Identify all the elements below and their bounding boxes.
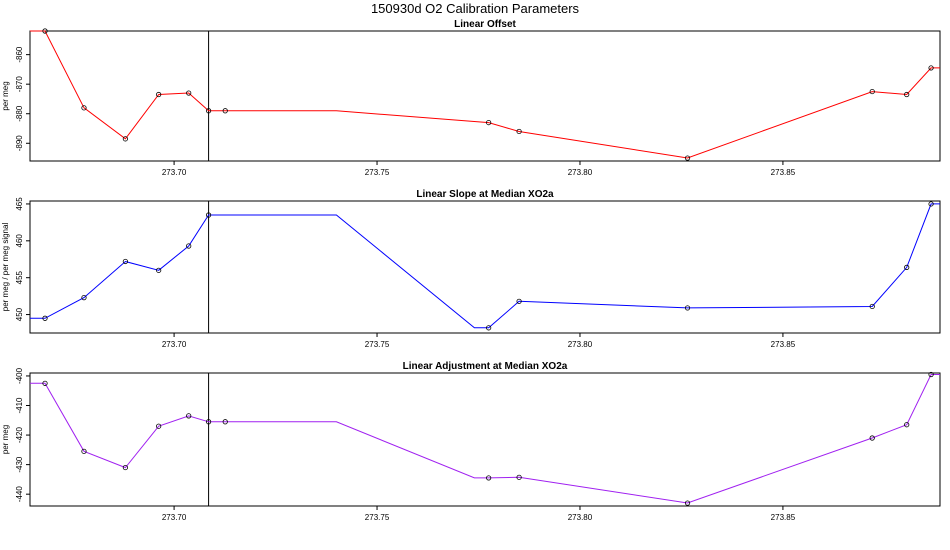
- plot-frame: [29, 200, 941, 334]
- chart-title: Linear Adjustment at Median XO2a: [403, 361, 568, 372]
- x-tick-label: 273.70: [162, 340, 187, 349]
- x-tick-label: 273.80: [568, 168, 593, 177]
- data-point: [869, 88, 875, 95]
- y-axis-label: per meg: [1, 425, 10, 454]
- data-point: [684, 305, 691, 311]
- data-point: [156, 423, 162, 429]
- data-point: [486, 325, 492, 331]
- series-line-slope: [30, 203, 940, 329]
- y-tick-label: -440: [15, 486, 24, 503]
- chart-panel-adjustment: Linear Adjustment at Median XO2a 273.70 27…: [1, 361, 941, 522]
- data-point: [928, 371, 934, 378]
- x-tick-label: 273.70: [162, 513, 187, 522]
- y-tick-label: -400: [15, 367, 24, 384]
- chart-title: Linear Slope at Median XO2a: [416, 189, 554, 200]
- data-point: [516, 128, 522, 135]
- chart-title: Linear Offset: [454, 19, 516, 30]
- y-tick-label: -870: [15, 76, 24, 93]
- plot-frame: [29, 30, 941, 162]
- y-tick-label: -890: [15, 135, 24, 152]
- data-point: [42, 380, 48, 386]
- y-axis-label: per meg / per meg signal: [1, 223, 10, 312]
- data-point: [42, 28, 48, 34]
- y-tick-label: 455: [15, 270, 24, 284]
- data-point: [904, 264, 910, 270]
- data-point: [205, 212, 212, 218]
- data-point: [928, 65, 934, 71]
- data-point: [81, 448, 87, 454]
- data-point: [222, 419, 228, 425]
- data-point: [904, 91, 910, 98]
- x-tick-label: 273.85: [771, 168, 796, 177]
- data-point: [869, 303, 875, 310]
- x-tick-label: 273.80: [568, 340, 593, 349]
- x-tick-label: 273.70: [162, 168, 187, 177]
- x-tick-label: 273.75: [365, 513, 390, 522]
- data-point: [186, 90, 192, 96]
- data-point: [222, 108, 228, 114]
- chart-panel-offset: Linear Offset 273.70 273.75 273.80 273.85 -86…: [1, 19, 941, 177]
- series-line-adjustment: [30, 374, 940, 504]
- data-point: [869, 435, 875, 441]
- y-tick-label: -410: [15, 397, 24, 414]
- data-point: [205, 108, 212, 114]
- data-point: [205, 419, 212, 425]
- x-tick-label: 273.75: [365, 168, 390, 177]
- data-point: [904, 422, 910, 428]
- data-point: [186, 413, 192, 419]
- y-tick-label: -420: [15, 427, 24, 444]
- data-point: [486, 475, 492, 481]
- plot-frame: [29, 372, 941, 507]
- data-point: [486, 119, 492, 126]
- x-tick-label: 273.75: [365, 340, 390, 349]
- data-point: [122, 258, 128, 265]
- data-point: [684, 500, 691, 506]
- y-tick-label: -430: [15, 456, 24, 473]
- series-line-offset: [30, 30, 940, 159]
- y-tick-label: -860: [15, 46, 24, 63]
- x-tick-label: 273.80: [568, 513, 593, 522]
- data-point: [928, 201, 934, 207]
- data-point: [81, 105, 87, 111]
- data-point: [516, 298, 522, 304]
- data-point: [81, 295, 87, 301]
- data-point: [122, 464, 128, 471]
- page-title: 150930d O2 Calibration Parameters: [370, 1, 580, 16]
- y-axis-label: per meg: [1, 81, 10, 110]
- y-tick-label: -880: [15, 105, 24, 122]
- data-point: [156, 91, 162, 98]
- data-point: [42, 315, 48, 321]
- data-point: [684, 155, 691, 161]
- data-point: [186, 243, 192, 249]
- x-tick-label: 273.85: [771, 513, 796, 522]
- y-tick-label: 465: [15, 197, 24, 211]
- data-point: [156, 267, 162, 273]
- x-tick-label: 273.85: [771, 340, 796, 349]
- y-tick-label: 450: [15, 307, 24, 321]
- data-point: [516, 474, 522, 480]
- data-point: [122, 136, 128, 142]
- y-tick-label: 460: [15, 234, 24, 248]
- chart-panel-slope: Linear Slope at Median XO2a 273.70 273.75 2…: [1, 189, 941, 349]
